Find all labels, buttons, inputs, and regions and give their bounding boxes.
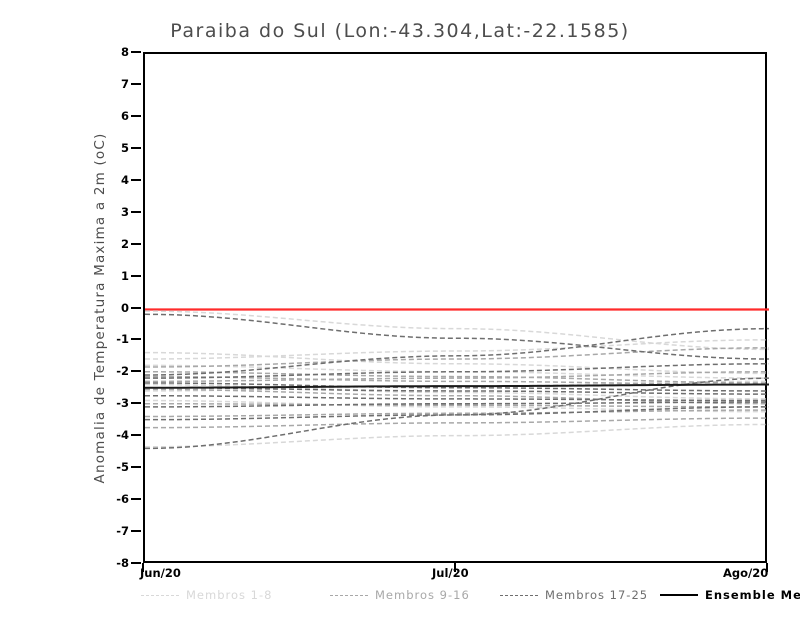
ensemble-member-line <box>145 375 769 386</box>
ensemble-member-line <box>145 347 769 368</box>
ensemble-member-line <box>145 371 769 384</box>
legend-item[interactable]: Membros 9-16 <box>330 588 470 602</box>
x-tick-mark <box>142 563 144 572</box>
ensemble-member-line <box>145 313 769 360</box>
y-tick-label: -4 <box>116 428 129 443</box>
y-tick-mark <box>131 466 141 469</box>
y-tick-label: -8 <box>116 556 129 570</box>
ensemble-member-line <box>145 394 769 402</box>
ensemble-member-line <box>145 363 769 379</box>
y-tick-label: 7 <box>120 76 129 91</box>
legend-label: Membros 9-16 <box>375 588 470 602</box>
ensemble-member-line <box>145 371 769 383</box>
y-tick-label: 4 <box>120 172 129 187</box>
y-tick-mark <box>131 370 141 373</box>
legend-label: Membros 17-25 <box>545 588 649 602</box>
ensemble-member-line <box>145 417 769 429</box>
ensemble-member-line <box>145 401 769 408</box>
page-title: Paraiba do Sul (Lon:-43.304,Lat:-22.1585… <box>170 20 630 42</box>
x-tick-mark <box>766 563 768 572</box>
ensemble-member-line <box>145 310 769 351</box>
x-tick-label: Jul/20 <box>432 566 469 580</box>
chart-legend: Membros 1-8 Membros 9-16 Membros 17-25 Ense… <box>0 588 800 606</box>
y-tick-label: 2 <box>120 236 129 251</box>
x-tick-mark <box>454 563 456 572</box>
y-tick-mark <box>131 51 141 53</box>
y-tick-label: 3 <box>120 204 129 219</box>
y-tick-mark <box>131 562 141 564</box>
y-tick-label: -1 <box>116 332 129 347</box>
plot-area <box>143 52 769 563</box>
y-tick-mark <box>131 178 141 181</box>
y-tick-mark <box>131 306 141 309</box>
y-tick-mark <box>131 530 141 533</box>
legend-swatch-icon <box>141 594 179 596</box>
legend-swatch-icon <box>660 594 698 596</box>
y-tick-mark <box>131 242 141 245</box>
y-tick-label: -7 <box>116 524 129 539</box>
y-tick-mark <box>131 82 141 85</box>
x-tick-label: Jun/20 <box>140 566 181 580</box>
ensemble-member-line <box>145 387 769 395</box>
ensemble-member-line <box>145 377 769 450</box>
y-tick-label: 1 <box>120 268 129 283</box>
y-tick-mark <box>131 274 141 277</box>
x-tick-label: Ago/20 <box>723 566 769 580</box>
legend-label: Ensemble Mean <box>705 588 800 602</box>
ensemble-member-line <box>145 382 769 392</box>
y-tick-mark <box>131 434 141 437</box>
ensemble-mean-line <box>145 383 769 389</box>
y-tick-label: 8 <box>120 45 129 59</box>
y-tick-mark <box>131 402 141 405</box>
legend-item[interactable]: Membros 1-8 <box>141 588 272 602</box>
y-tick-label: 5 <box>120 140 129 155</box>
legend-label: Membros 1-8 <box>186 588 273 602</box>
y-tick-label: -3 <box>116 396 129 411</box>
y-tick-label: 6 <box>120 108 129 123</box>
ensemble-member-line <box>145 402 769 408</box>
y-tick-mark <box>131 210 141 213</box>
y-tick-mark <box>131 114 141 117</box>
ensemble-line-chart <box>145 308 769 450</box>
ensemble-member-line <box>145 423 769 448</box>
ensemble-member-line <box>145 409 769 418</box>
y-tick-label: -2 <box>116 364 129 379</box>
y-tick-mark <box>131 146 141 149</box>
ensemble-member-line <box>145 388 769 405</box>
y-tick-mark <box>131 338 141 341</box>
ensemble-member-line <box>145 351 769 375</box>
y-tick-mark <box>131 498 141 501</box>
legend-item[interactable]: Ensemble Mean <box>660 588 800 602</box>
legend-swatch-icon <box>500 594 538 596</box>
y-tick-label: -5 <box>116 460 129 475</box>
legend-item[interactable]: Membros 17-25 <box>500 588 648 602</box>
y-tick-label: -6 <box>116 492 129 507</box>
y-tick-label: 0 <box>120 300 129 315</box>
legend-swatch-icon <box>330 594 368 596</box>
ensemble-member-line <box>145 327 769 376</box>
ensemble-member-line <box>145 339 769 360</box>
